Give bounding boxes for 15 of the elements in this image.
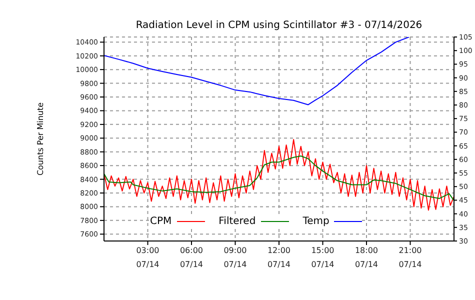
x-tick-label: 12:00 07/14 bbox=[267, 246, 291, 269]
x-tick-label: 09:00 07/14 bbox=[224, 246, 247, 269]
legend-label: Temp bbox=[302, 216, 330, 227]
x-tick-label: 21:00 07/14 bbox=[398, 246, 422, 269]
x-tick-label: 18:00 07/14 bbox=[354, 246, 378, 269]
legend-label: CPM bbox=[150, 216, 172, 227]
line-series bbox=[104, 37, 410, 106]
x-tick-label: 06:00 07/14 bbox=[180, 246, 204, 269]
chart-title: Radiation Level in CPM using Scintillator #3 - 07/14/2026 bbox=[134, 20, 424, 31]
x-tick-label: 03:00 07/14 bbox=[136, 246, 160, 269]
line-series bbox=[104, 155, 454, 202]
y-axis-title: Counts Per Minute bbox=[36, 102, 45, 176]
legend-label: Filtered bbox=[218, 216, 256, 227]
line-series bbox=[104, 139, 454, 211]
x-tick-label: 15:00 07/14 bbox=[311, 246, 334, 269]
